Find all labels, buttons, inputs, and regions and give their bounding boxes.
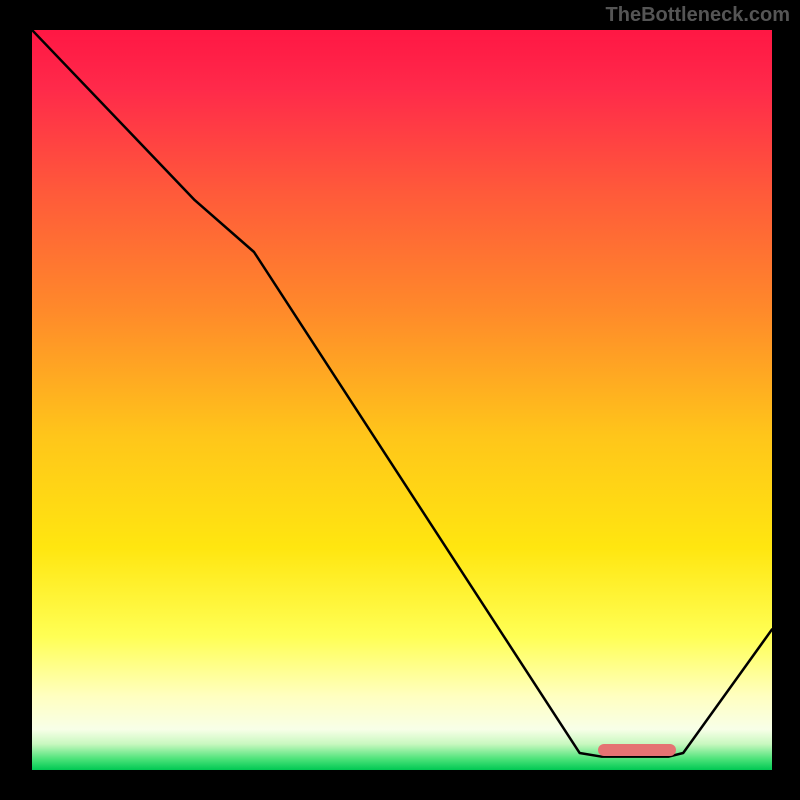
optimal-range-marker	[598, 744, 676, 756]
plot-area	[32, 30, 772, 770]
chart-stage: TheBottleneck.com	[0, 0, 800, 800]
watermark-text: TheBottleneck.com	[606, 4, 790, 27]
bottleneck-curve	[32, 30, 772, 757]
curve-svg	[32, 30, 772, 770]
